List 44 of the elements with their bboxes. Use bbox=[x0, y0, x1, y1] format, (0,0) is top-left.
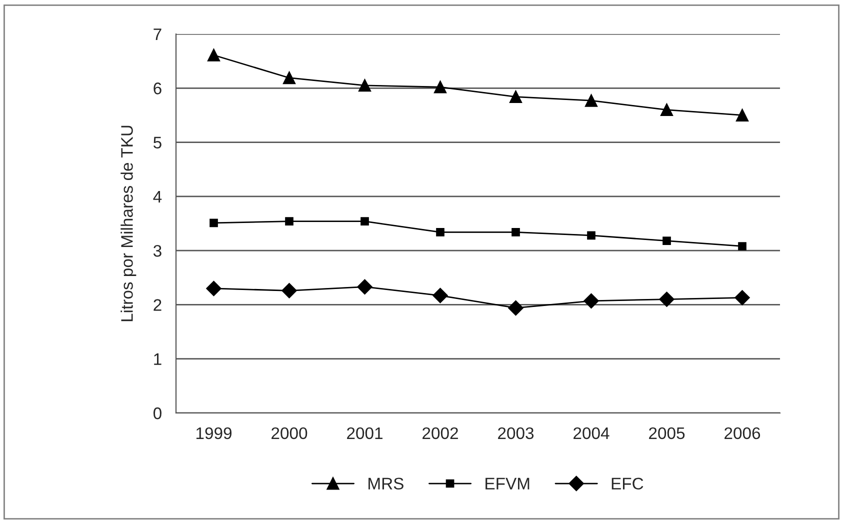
point bbox=[282, 283, 297, 298]
y-tick-label: 3 bbox=[153, 244, 162, 257]
y-tick-label: 6 bbox=[154, 82, 162, 94]
point bbox=[208, 48, 220, 62]
point bbox=[434, 80, 446, 94]
point bbox=[585, 94, 598, 107]
point bbox=[510, 90, 522, 104]
point bbox=[734, 290, 750, 306]
legend-label: EFVM bbox=[486, 478, 530, 490]
point bbox=[508, 300, 524, 316]
x-tick-label: 2001 bbox=[347, 427, 382, 440]
x-tick-label: 2004 bbox=[574, 427, 610, 440]
point bbox=[512, 228, 520, 236]
point bbox=[432, 288, 448, 304]
point bbox=[660, 104, 673, 116]
y-tick-label: 1 bbox=[154, 353, 162, 365]
x-tick-label: 2005 bbox=[649, 427, 685, 440]
y-tick-label: 0 bbox=[153, 407, 162, 420]
point bbox=[587, 231, 596, 240]
x-tick-label: 2003 bbox=[498, 427, 534, 440]
point bbox=[738, 242, 746, 250]
point bbox=[659, 292, 674, 307]
x-tick-label: 2000 bbox=[272, 427, 308, 440]
x-tick-label: 2006 bbox=[724, 427, 760, 440]
point bbox=[357, 279, 372, 294]
y-tick-label: 7 bbox=[154, 28, 162, 40]
point bbox=[283, 72, 296, 84]
point bbox=[206, 280, 222, 296]
y-tick-label: 2 bbox=[154, 299, 162, 311]
legend-label: MRS bbox=[368, 478, 404, 490]
y-tick-label: 4 bbox=[153, 191, 162, 202]
legend-label: EFC bbox=[612, 478, 644, 490]
point bbox=[662, 236, 671, 245]
y-tick-label: 5 bbox=[154, 136, 162, 148]
x-tick-label: 1999 bbox=[196, 427, 232, 440]
x-tick-label: 2002 bbox=[422, 427, 458, 440]
y-axis-title: Litros por Milhares de TKU bbox=[120, 126, 136, 322]
point bbox=[436, 228, 444, 236]
point bbox=[360, 217, 369, 226]
point bbox=[210, 218, 218, 228]
point bbox=[358, 79, 371, 92]
point bbox=[285, 217, 294, 226]
point bbox=[584, 293, 599, 308]
point bbox=[736, 108, 748, 122]
